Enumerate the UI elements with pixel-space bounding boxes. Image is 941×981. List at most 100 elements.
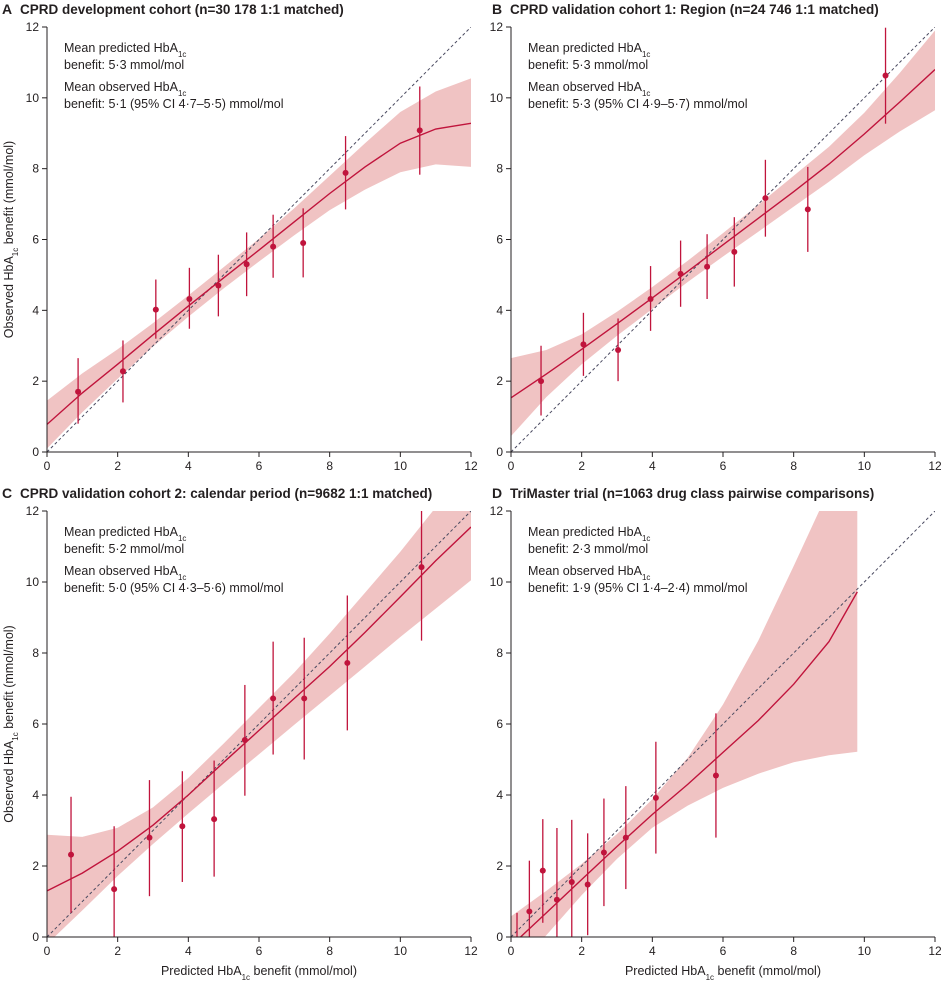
x-tick-label: 8 bbox=[326, 944, 333, 958]
annotation-predicted-line1: Mean predicted HbA1c bbox=[64, 525, 186, 543]
y-tick-label: 12 bbox=[26, 20, 40, 34]
data-point-4 bbox=[179, 823, 186, 830]
axis-label-text: benefit (mmol/mol) bbox=[2, 141, 16, 248]
confidence-band bbox=[511, 30, 935, 437]
annotation-predicted-line2: benefit: 5·2 mmol/mol bbox=[64, 542, 184, 556]
y-tick-label: 0 bbox=[32, 445, 39, 459]
annotation-text: Mean observed HbA bbox=[64, 80, 179, 94]
y-tick-label: 8 bbox=[496, 162, 503, 176]
identity-reference-line bbox=[511, 27, 935, 452]
data-point-3 bbox=[146, 834, 153, 841]
data-point-3 bbox=[152, 306, 159, 313]
x-tick-label: 8 bbox=[326, 459, 333, 473]
data-point-3 bbox=[539, 867, 546, 874]
y-tick-label: 0 bbox=[496, 445, 503, 459]
data-point-8 bbox=[301, 695, 308, 702]
y-tick-label: 6 bbox=[496, 717, 503, 731]
plot-area bbox=[47, 27, 471, 452]
y-tick-label: 0 bbox=[32, 930, 39, 944]
x-tick-label: 10 bbox=[858, 944, 872, 958]
y-tick-label: 10 bbox=[26, 575, 40, 589]
data-point-10 bbox=[882, 72, 889, 79]
x-tick-label: 8 bbox=[790, 944, 797, 958]
calibration-curve bbox=[47, 122, 471, 425]
x-tick-label: 2 bbox=[114, 944, 121, 958]
data-point-8 bbox=[622, 834, 629, 841]
annotation-text: Mean predicted HbA bbox=[528, 525, 643, 539]
panel-b: B CPRD validation cohort 1: Region (n=24 … bbox=[490, 1, 941, 473]
data-point-7 bbox=[600, 849, 607, 856]
x-tick-label: 12 bbox=[928, 459, 941, 473]
x-tick-label: 12 bbox=[464, 459, 478, 473]
identity-reference-line bbox=[511, 511, 935, 937]
data-point-9 bbox=[342, 169, 349, 176]
data-point-5 bbox=[211, 816, 218, 823]
data-point-1 bbox=[68, 851, 75, 858]
x-tick-label: 10 bbox=[858, 459, 872, 473]
x-tick-label: 10 bbox=[394, 944, 408, 958]
y-tick-label: 6 bbox=[32, 717, 39, 731]
x-tick-label: 4 bbox=[649, 459, 656, 473]
annotation-subscript: 1c bbox=[178, 573, 186, 582]
x-axis-label: Predicted HbA1c benefit (mmol/mol) bbox=[161, 964, 357, 981]
panel-title: CPRD validation cohort 2: calendar perio… bbox=[20, 486, 432, 501]
annotation-predicted-line1: Mean predicted HbA1c bbox=[528, 525, 650, 543]
x-tick-label: 0 bbox=[508, 944, 515, 958]
x-tick-label: 2 bbox=[114, 459, 121, 473]
annotation-predicted-line1: Mean predicted HbA1c bbox=[528, 41, 650, 59]
panel-title: CPRD validation cohort 1: Region (n=24 7… bbox=[510, 2, 879, 17]
plot-area bbox=[47, 511, 471, 937]
annotation-subscript: 1c bbox=[178, 50, 186, 59]
axis-label-subscript: 1c bbox=[706, 973, 714, 981]
annotation-subscript: 1c bbox=[642, 50, 650, 59]
plot-area bbox=[511, 27, 935, 452]
data-point-9 bbox=[344, 659, 351, 666]
data-point-2 bbox=[111, 886, 118, 893]
y-tick-label: 4 bbox=[496, 788, 503, 802]
data-point-4 bbox=[186, 296, 193, 302]
calibration-curve bbox=[519, 591, 858, 937]
identity-reference-line bbox=[47, 27, 471, 452]
x-tick-label: 2 bbox=[578, 459, 585, 473]
x-tick-label: 12 bbox=[928, 944, 941, 958]
y-tick-label: 4 bbox=[496, 303, 503, 317]
x-tick-label: 4 bbox=[649, 944, 656, 958]
x-tick-label: 4 bbox=[185, 459, 192, 473]
annotation-text: Mean predicted HbA bbox=[528, 41, 643, 55]
y-tick-label: 2 bbox=[32, 859, 39, 873]
x-tick-label: 0 bbox=[44, 944, 51, 958]
annotation-text: Mean observed HbA bbox=[528, 80, 643, 94]
data-point-10 bbox=[416, 127, 423, 134]
panel-title: TriMaster trial (n=1063 drug class pairw… bbox=[510, 486, 874, 501]
data-point-9 bbox=[804, 206, 811, 213]
data-point-2 bbox=[526, 908, 533, 915]
annotation-observed-line1: Mean observed HbA1c bbox=[528, 80, 650, 98]
y-tick-label: 8 bbox=[32, 646, 39, 660]
x-tick-label: 2 bbox=[578, 944, 585, 958]
y-tick-label: 10 bbox=[490, 91, 504, 105]
axis-label-subscript: 1c bbox=[11, 732, 20, 740]
annotation-observed-line1: Mean observed HbA1c bbox=[64, 564, 186, 582]
axis-label-text: benefit (mmol/mol) bbox=[2, 625, 16, 732]
annotation-text: Mean observed HbA bbox=[64, 564, 179, 578]
axis-label-text: Predicted HbA bbox=[161, 964, 242, 978]
confidence-band bbox=[47, 78, 471, 449]
axis-label-text: Observed HbA bbox=[2, 740, 16, 823]
calibration-curve bbox=[511, 68, 935, 399]
x-tick-label: 0 bbox=[44, 459, 51, 473]
axis-label-text: benefit (mmol/mol) bbox=[714, 964, 821, 978]
annotation-predicted-line1: Mean predicted HbA1c bbox=[64, 41, 186, 59]
x-tick-label: 12 bbox=[464, 944, 478, 958]
panel-a: A CPRD development cohort (n=30 178 1:1 m… bbox=[2, 1, 478, 473]
axis-label-subscript: 1c bbox=[11, 248, 20, 256]
data-point-2 bbox=[580, 341, 587, 348]
annotation-subscript: 1c bbox=[178, 89, 186, 98]
x-axis-label: Predicted HbA1c benefit (mmol/mol) bbox=[625, 964, 821, 981]
y-tick-label: 6 bbox=[32, 233, 39, 247]
confidence-band bbox=[511, 511, 858, 937]
data-point-1 bbox=[538, 378, 545, 385]
data-point-9 bbox=[652, 794, 659, 801]
data-point-7 bbox=[270, 243, 277, 250]
data-point-1 bbox=[75, 388, 82, 395]
